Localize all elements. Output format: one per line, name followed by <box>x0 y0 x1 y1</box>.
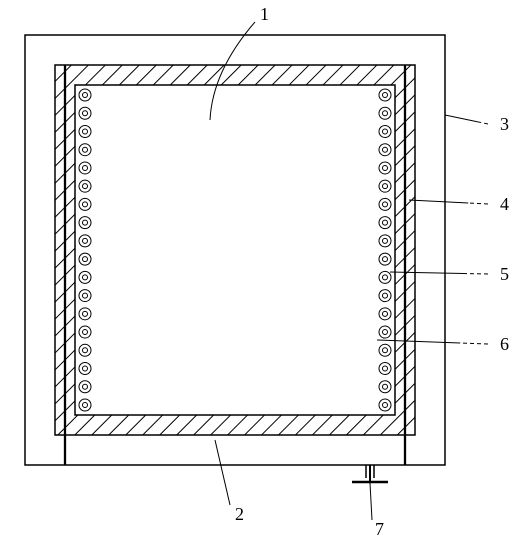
coil-ring <box>379 344 391 356</box>
leader-line <box>370 483 372 520</box>
coil-ring <box>379 363 391 375</box>
callout-number: 1 <box>260 4 269 24</box>
coil-ring <box>379 235 391 247</box>
coil-ring <box>379 180 391 192</box>
leader-line <box>215 440 230 505</box>
coil-ring <box>79 344 91 356</box>
coil-ring <box>79 107 91 119</box>
leader-line <box>409 200 468 203</box>
leader-line <box>468 203 488 204</box>
coil-ring <box>79 217 91 229</box>
coil-ring <box>379 217 391 229</box>
leader-line <box>464 274 489 275</box>
leader-line <box>377 340 460 343</box>
coil-ring <box>79 235 91 247</box>
callout-number: 5 <box>500 264 509 284</box>
callout-number: 7 <box>375 519 384 539</box>
coil-ring <box>379 107 391 119</box>
coil-ring <box>79 363 91 375</box>
coil-ring <box>379 308 391 320</box>
callout-number: 6 <box>500 334 509 354</box>
coil-ring <box>79 399 91 411</box>
leader-line <box>460 343 488 344</box>
leader-line <box>445 115 477 122</box>
coil-ring <box>379 253 391 265</box>
coil-ring <box>379 144 391 156</box>
coil-ring <box>79 180 91 192</box>
coil-ring <box>79 290 91 302</box>
hatched-frame <box>55 65 415 435</box>
coil-ring <box>379 125 391 137</box>
coil-ring <box>379 399 391 411</box>
coil-ring <box>79 162 91 174</box>
leader-line <box>477 122 488 124</box>
callout-number: 2 <box>235 504 244 524</box>
circle-strips <box>79 89 391 411</box>
coil-ring <box>379 290 391 302</box>
coil-ring <box>79 326 91 338</box>
coil-ring <box>379 381 391 393</box>
coil-ring <box>379 326 391 338</box>
coil-ring <box>79 198 91 210</box>
coil-ring <box>79 308 91 320</box>
coil-ring <box>379 162 391 174</box>
coil-ring <box>79 89 91 101</box>
coil-ring <box>379 89 391 101</box>
coil-ring <box>79 381 91 393</box>
coil-ring <box>79 271 91 283</box>
coil-ring <box>79 125 91 137</box>
coil-ring <box>379 198 391 210</box>
callout-number: 3 <box>500 114 509 134</box>
coil-ring <box>379 271 391 283</box>
coil-ring <box>79 253 91 265</box>
callout-number: 4 <box>500 194 509 214</box>
coil-ring <box>79 144 91 156</box>
